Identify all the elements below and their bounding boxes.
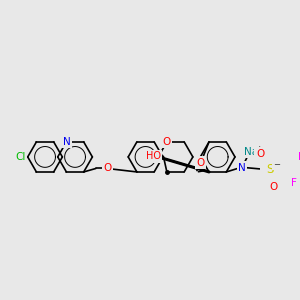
Text: −: − xyxy=(273,160,280,169)
Text: O: O xyxy=(163,137,171,147)
Text: HO: HO xyxy=(146,151,161,161)
Text: +: + xyxy=(256,145,263,154)
Text: Cl: Cl xyxy=(16,152,26,162)
Text: N: N xyxy=(62,137,70,147)
Text: O: O xyxy=(103,164,111,173)
Text: F: F xyxy=(291,178,297,188)
Text: O: O xyxy=(257,149,265,159)
Text: S: S xyxy=(266,163,273,176)
Text: Na: Na xyxy=(244,147,258,157)
Text: N: N xyxy=(238,163,246,172)
Text: F: F xyxy=(298,152,300,162)
Text: O: O xyxy=(196,158,205,168)
Text: O: O xyxy=(270,182,278,192)
